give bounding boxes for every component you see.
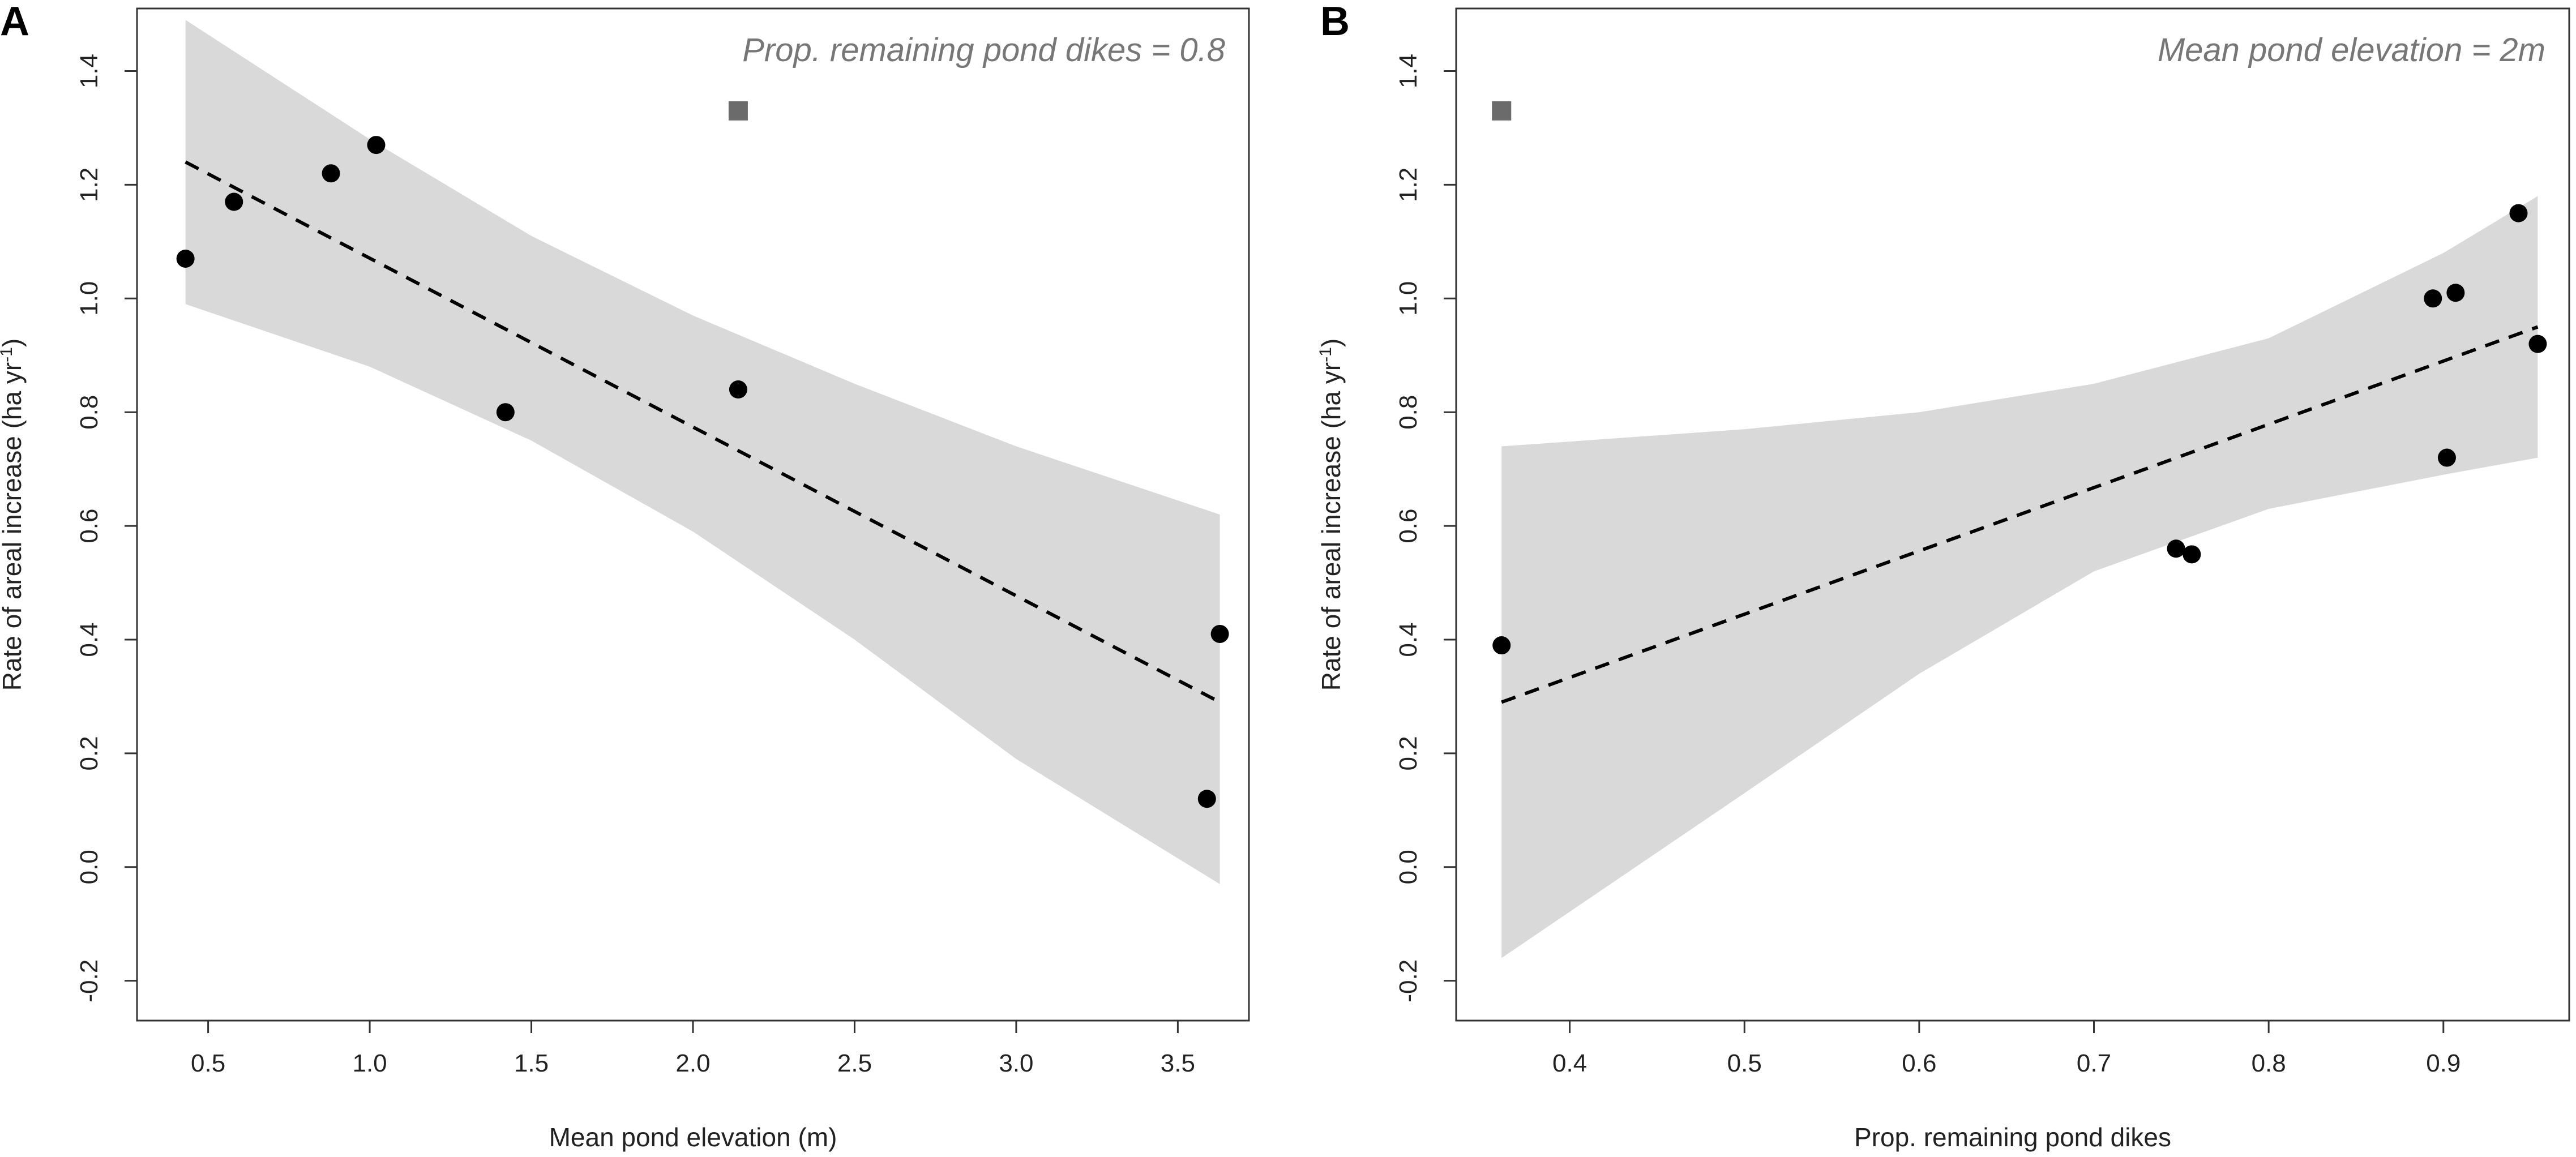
data-point (2437, 448, 2456, 467)
x-axis: 0.4 0.5 0.6 0.7 0.8 0.9 (1552, 1021, 2461, 1077)
x-axis: 0.5 1.0 1.5 2.0 2.5 3.0 3.5 (191, 1021, 1195, 1077)
confidence-band (185, 20, 1220, 884)
x-tick-label: 0.5 (191, 1049, 225, 1077)
x-tick-label: 2.5 (837, 1049, 872, 1077)
data-point (496, 403, 515, 422)
x-tick-label: 0.5 (1727, 1049, 1762, 1077)
x-tick-label: 0.8 (2252, 1049, 2286, 1077)
panel-b: 0.4 0.5 0.6 0.7 0.8 0.9 -0.2 0.0 0.2 0.4 0.6 0.8 1.… (1316, 0, 2570, 1152)
y-tick-label: 0.6 (1394, 509, 1422, 543)
data-points (1492, 204, 2547, 655)
regression-line (185, 160, 1221, 704)
y-tick-label: 1.0 (1394, 281, 1422, 316)
plot-frame (1455, 7, 2570, 1022)
y-tick-label: 1.2 (75, 168, 103, 202)
y-tick-label: -0.2 (1394, 959, 1422, 1002)
x-tick-label: 3.5 (1161, 1049, 1195, 1077)
y-tick-label: 0.8 (75, 395, 103, 430)
y-tick-label: 0.2 (75, 736, 103, 770)
x-tick-label: 0.7 (2077, 1049, 2111, 1077)
x-tick-label: 3.0 (999, 1049, 1033, 1077)
y-axis-label: Rate of areal increase (ha yr-1) (0, 338, 27, 691)
y-tick-label: 1.4 (75, 54, 103, 88)
y-tick-label: 0.4 (75, 622, 103, 657)
x-axis-label: Mean pond elevation (m) (549, 1122, 837, 1152)
data-point (322, 164, 340, 183)
data-point (2424, 289, 2442, 308)
y-tick-label: 0.2 (1394, 736, 1422, 770)
data-point (1492, 636, 1511, 655)
outlier-point (728, 101, 748, 121)
regression-line (1501, 325, 2539, 704)
x-tick-label: 0.4 (1552, 1049, 1587, 1077)
data-point (225, 192, 243, 211)
data-point (176, 249, 195, 268)
y-tick-label: 0.8 (1394, 395, 1422, 430)
x-tick-label: 1.5 (514, 1049, 549, 1077)
data-point (729, 380, 747, 399)
y-tick-label: 1.0 (75, 281, 103, 316)
annotation: Prop. remaining pond dikes = 0.8 (742, 32, 1225, 68)
panel-label: A (0, 0, 29, 44)
y-tick-label: 1.4 (1394, 54, 1422, 88)
y-tick-label: 0.0 (75, 850, 103, 884)
annotation: Mean pond elevation = 2m (2158, 32, 2545, 68)
x-tick-label: 0.6 (1902, 1049, 1936, 1077)
outlier-point (1492, 101, 1512, 121)
x-tick-label: 2.0 (675, 1049, 710, 1077)
x-axis-label: Prop. remaining pond dikes (1854, 1122, 2171, 1152)
data-points (176, 136, 1229, 808)
data-point (2167, 539, 2185, 558)
data-point (1197, 790, 1216, 808)
y-tick-label: 0.4 (1394, 622, 1422, 657)
data-point (2183, 545, 2201, 564)
y-axis: -0.2 0.0 0.2 0.4 0.6 0.8 1.0 1.2 1.4 (1394, 54, 1456, 1002)
y-tick-label: 0.0 (1394, 850, 1422, 884)
data-point (2509, 204, 2528, 222)
x-tick-label: 0.9 (2426, 1049, 2461, 1077)
data-point (2528, 335, 2547, 353)
data-point (2446, 284, 2465, 302)
y-tick-label: 1.2 (1394, 168, 1422, 202)
y-tick-label: 0.6 (75, 509, 103, 543)
data-point (367, 136, 386, 155)
panel-label: B (1320, 0, 1350, 44)
y-tick-label: -0.2 (75, 959, 103, 1002)
y-axis: -0.2 0.0 0.2 0.4 0.6 0.8 1.0 1.2 1.4 (75, 54, 137, 1002)
data-point (1210, 624, 1229, 643)
y-axis-label: Rate of areal increase (ha yr-1) (1316, 338, 1346, 691)
x-tick-label: 1.0 (352, 1049, 387, 1077)
confidence-band (1501, 196, 2538, 958)
panel-a: 0.5 1.0 1.5 2.0 2.5 3.0 3.5 -0.2 0.0 0.2 0.4 0.6 0.… (0, 0, 1250, 1152)
